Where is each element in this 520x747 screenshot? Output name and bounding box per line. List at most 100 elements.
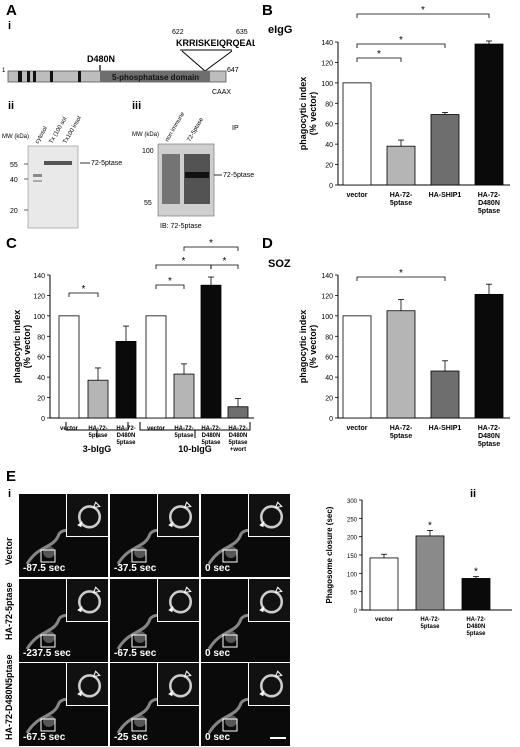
domain-schematic: 622 635 KRRISKEIQRQEAL D480N 5-phosphata… xyxy=(2,29,255,96)
chart-c: 0 20 40 60 80 100 120 140 phagocytic index(% vec… xyxy=(12,238,254,453)
significance-bracket xyxy=(356,13,490,18)
y-tick-label: 50 xyxy=(350,591,357,597)
significance-bracket xyxy=(356,43,446,48)
significance-bracket xyxy=(356,57,402,62)
y-axis-label: Phagosome closure (sec) xyxy=(325,506,334,603)
y-tick-label: 0 xyxy=(329,416,333,423)
y-axis-label: phagocytic index(% vector) xyxy=(298,77,318,151)
timestamp-label: -237.5 sec xyxy=(23,648,71,659)
panel-a-sub-ii: ii xyxy=(8,100,15,112)
timestamp-label: -87.5 sec xyxy=(23,563,66,574)
y-tick-label: 100 xyxy=(321,81,333,88)
bar xyxy=(386,145,416,186)
timestamp-label: 0 sec xyxy=(205,732,231,743)
y-tick-label: 100 xyxy=(33,314,45,321)
y-tick-label: 0 xyxy=(329,183,333,190)
y-tick-label: 20 xyxy=(37,396,45,403)
y-axis-label: phagocytic index(% vector) xyxy=(298,310,318,384)
category-label: HA-72-D480N 5ptase xyxy=(116,426,136,446)
row-label-vector: Vector xyxy=(4,537,14,565)
y-tick-label: 120 xyxy=(33,293,45,300)
y-tick-label: 150 xyxy=(347,554,358,560)
group-label-3bigg: 3-bIgG xyxy=(83,444,112,454)
blot-iii-band-label: 72-5ptase xyxy=(223,172,254,179)
timestamp-label: -37.5 sec xyxy=(114,563,157,574)
y-tick-label: 0 xyxy=(354,609,358,615)
panel-a-sub-i: i xyxy=(8,20,12,32)
y-tick-label: 100 xyxy=(347,572,358,578)
significance-star: * xyxy=(377,49,381,60)
panel-letter-e: E xyxy=(6,468,17,485)
chart-e-ii: 0 50 100 150 200 250 300 Phagosome closure (sec… xyxy=(325,499,512,637)
bar xyxy=(342,315,372,419)
category-label: HA-72-D480N 5ptase xyxy=(466,617,486,637)
micrograph: -67.5 sec xyxy=(109,578,200,663)
bar xyxy=(386,310,416,419)
significance-bracket xyxy=(210,264,239,269)
bar xyxy=(58,315,80,419)
panel-letter-c: C xyxy=(6,235,17,252)
y-tick-label: 60 xyxy=(325,122,333,129)
category-label: HA-72-5ptase xyxy=(390,192,413,207)
bar xyxy=(227,406,249,419)
row-label-ha-72-d480n5ptase: HA-72-D480N5ptase xyxy=(4,654,14,740)
y-tick-label: 300 xyxy=(347,499,358,505)
significance-star: * xyxy=(399,268,403,279)
bar xyxy=(461,578,491,611)
motif-sequence: KRRISKEIQRQEAL xyxy=(176,38,255,48)
micrograph: -237.5 sec xyxy=(18,578,109,663)
panel-a-sub-iii: iii xyxy=(132,100,142,112)
bar xyxy=(474,43,504,186)
micrograph: -25 sec xyxy=(109,662,200,747)
mutation-label: D480N xyxy=(87,54,115,64)
chart-b: 0 20 40 60 80 100 120 140 phagocytic index(% vec… xyxy=(298,5,510,215)
y-tick-label: 140 xyxy=(321,273,333,280)
bar xyxy=(115,340,137,419)
micrograph: 0 sec xyxy=(200,578,291,663)
domain-label: 5-phosphatase domain xyxy=(112,73,199,82)
bar xyxy=(200,284,222,419)
blot-ii-tick-55: 55 xyxy=(10,162,18,169)
scale-bar xyxy=(270,737,286,739)
timestamp-label: -67.5 sec xyxy=(23,732,66,743)
panel-letter-d: D xyxy=(262,235,273,252)
significance-star: * xyxy=(428,520,432,531)
chart-d: 0 20 40 60 80 100 120 140 phagocytic index(% vec… xyxy=(298,268,510,448)
blot-iii-lane-1: non immune xyxy=(165,111,187,143)
panel-letter-b: B xyxy=(262,2,273,19)
timestamp-label: -67.5 sec xyxy=(114,648,157,659)
y-tick-label: 80 xyxy=(325,101,333,108)
row-label-ha-72-5ptase: HA-72-5ptase xyxy=(4,582,14,640)
timestamp-label: -25 sec xyxy=(114,732,148,743)
bar xyxy=(430,114,460,186)
category-label: vector xyxy=(346,425,367,432)
significance-star: * xyxy=(223,256,227,267)
significance-star: * xyxy=(82,284,86,295)
panel-e-sub-ii: ii xyxy=(470,488,477,500)
category-label: vector xyxy=(346,192,367,199)
category-label: HA-72-5ptase xyxy=(420,617,440,630)
y-tick-label: 140 xyxy=(321,40,333,47)
blot-ii-tick-40: 40 xyxy=(10,177,18,184)
micrograph: -87.5 sec xyxy=(18,493,109,578)
blot-ii: MW (kDa) cytosol Tx (100 sol Tx100 insol… xyxy=(2,115,122,229)
significance-star: * xyxy=(399,35,403,46)
y-tick-label: 80 xyxy=(325,334,333,341)
seq-start: 622 xyxy=(172,29,184,36)
blot-iii-ib: IB: 72-5ptase xyxy=(160,223,202,230)
blot-iii-tick-100: 100 xyxy=(142,148,154,155)
blot-ii-mw: MW (kDa) xyxy=(2,134,29,140)
bar xyxy=(342,82,372,186)
blot-iii-lane-2: 72-5ptase xyxy=(187,116,206,143)
y-tick-label: 40 xyxy=(325,142,333,149)
y-tick-label: 60 xyxy=(37,355,45,362)
y-tick-label: 80 xyxy=(37,334,45,341)
blot-iii-tick-55: 55 xyxy=(144,200,152,207)
category-label: HA-72-5ptase xyxy=(390,425,413,440)
category-label: HA-72-D480N 5ptase +wort xyxy=(228,426,248,453)
category-label: HA-SHIP1 xyxy=(429,192,462,199)
timestamp-label: 0 sec xyxy=(205,648,231,659)
y-tick-label: 40 xyxy=(37,375,45,382)
bar xyxy=(145,315,167,419)
category-label: vector xyxy=(375,617,394,623)
